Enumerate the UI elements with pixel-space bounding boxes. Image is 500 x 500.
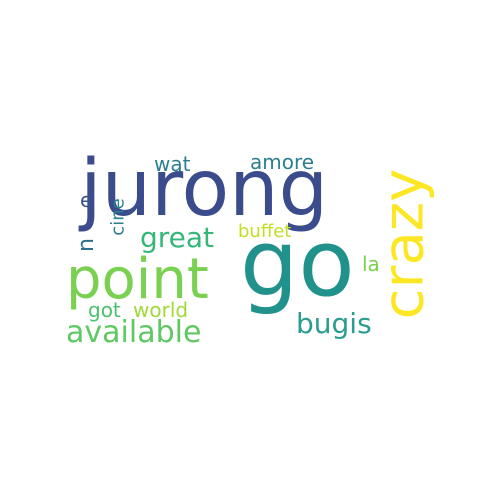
word-available: available [66, 315, 202, 350]
word-wat: wat [154, 152, 191, 176]
word-point: point [66, 247, 209, 312]
word-crazy: crazy [371, 168, 437, 320]
word-jurong: jurong [80, 144, 329, 234]
word-la: la [362, 252, 380, 276]
word-amore: amore [250, 150, 315, 174]
word-n: n [73, 238, 99, 252]
word-got: got [88, 298, 121, 322]
word-cine: cine [107, 198, 129, 236]
word-great: great [140, 221, 215, 254]
word-e: e [80, 188, 93, 212]
word-world: world [133, 298, 189, 322]
word-buffet: buffet [238, 221, 292, 242]
word-bugis: bugis [296, 307, 372, 340]
word-go: go [240, 210, 355, 317]
